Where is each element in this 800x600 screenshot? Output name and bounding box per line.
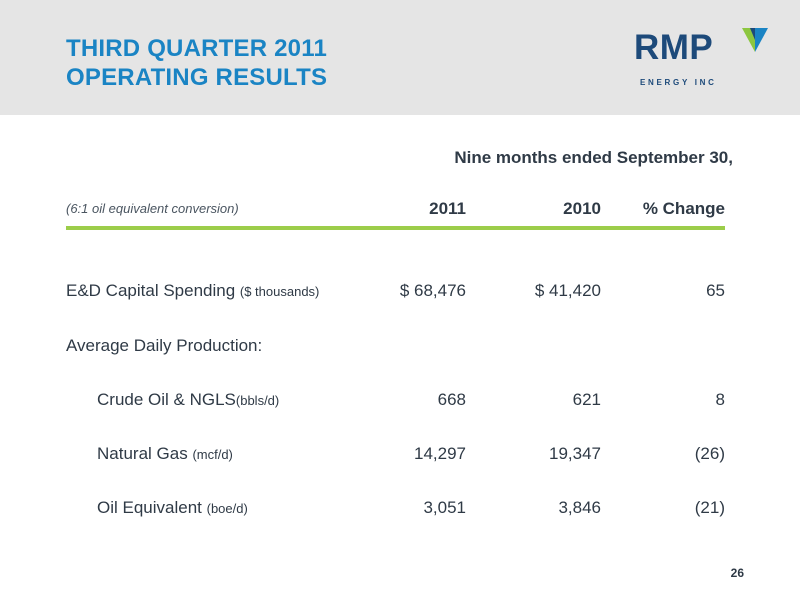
row-unit: (bbls/d) xyxy=(235,393,280,408)
row-label-capital-spending: E&D Capital Spending ($ thousands) xyxy=(66,281,320,300)
row-unit: ($ thousands) xyxy=(239,284,320,299)
slide-title: THIRD QUARTER 2011 OPERATING RESULTS xyxy=(66,34,327,92)
cell-2010: 3,846 xyxy=(558,498,601,517)
cell-change: (21) xyxy=(694,498,725,517)
logo-wordmark: RMP xyxy=(634,28,714,67)
logo-subtext: ENERGY INC xyxy=(640,78,717,87)
cell-change: 65 xyxy=(706,281,725,300)
header-divider xyxy=(66,226,725,230)
page-number: 26 xyxy=(730,566,744,580)
row-label-natural-gas: Natural Gas (mcf/d) xyxy=(97,444,233,463)
row-unit: (boe/d) xyxy=(206,501,248,516)
title-line-1: THIRD QUARTER 2011 xyxy=(66,35,327,62)
row-label-crude-oil: Crude Oil & NGLS(bbls/d) xyxy=(97,390,280,409)
cell-2010: 621 xyxy=(572,390,601,409)
header-band: THIRD QUARTER 2011 OPERATING RESULTS RMP… xyxy=(0,0,800,115)
cell-2011: 668 xyxy=(437,390,466,409)
row-label-oil-equivalent: Oil Equivalent (boe/d) xyxy=(97,498,248,517)
cell-2011: 14,297 xyxy=(414,444,466,463)
conversion-note: (6:1 oil equivalent conversion) xyxy=(66,201,239,216)
cell-2010: 19,347 xyxy=(549,444,601,463)
cell-2011: $ 68,476 xyxy=(399,281,466,300)
cell-2010: $ 41,420 xyxy=(534,281,601,300)
chevron-v-icon xyxy=(742,28,768,52)
period-header: Nine months ended September 30, xyxy=(454,148,733,167)
row-unit: (mcf/d) xyxy=(192,447,233,462)
column-header-2011: 2011 xyxy=(429,199,466,218)
title-line-2: OPERATING RESULTS xyxy=(66,64,328,91)
company-logo: RMP ENERGY INC xyxy=(634,28,774,98)
cell-change: (26) xyxy=(694,444,725,463)
cell-2011: 3,051 xyxy=(423,498,466,517)
column-header-2010: 2010 xyxy=(563,199,601,218)
column-header-change: % Change xyxy=(642,199,725,218)
cell-change: 8 xyxy=(715,390,725,409)
row-label-average-daily-production: Average Daily Production: xyxy=(66,336,263,355)
